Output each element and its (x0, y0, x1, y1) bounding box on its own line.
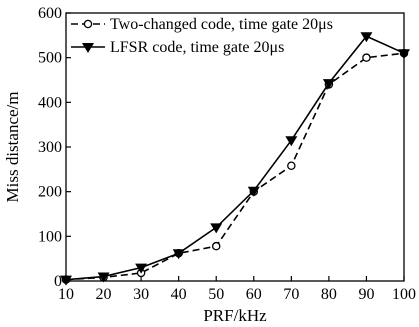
series-line (65, 52, 405, 281)
x-tick-label: 70 (283, 286, 299, 303)
data-point (362, 53, 371, 62)
data-point (247, 186, 260, 197)
y-tick-label: 0 (54, 273, 62, 290)
data-point (322, 79, 335, 90)
data-point (285, 136, 298, 147)
x-tick-label: 40 (171, 286, 187, 303)
y-tick-label: 100 (38, 228, 62, 245)
data-point (97, 272, 110, 283)
x-axis-ticks: 10 20 30 40 50 60 70 80 90 100 (58, 276, 416, 303)
x-tick-label: 60 (246, 286, 262, 303)
y-tick-label: 500 (38, 50, 62, 67)
x-tick-label: 30 (133, 286, 149, 303)
x-tick-label: 10 (58, 286, 74, 303)
legend-label-two-changed-code: Two-changed code, time gate 20μs (110, 16, 333, 33)
data-point (172, 249, 185, 260)
data-point (60, 275, 72, 286)
legend-marker (83, 19, 93, 29)
legend-marker-triangle-icon (82, 43, 94, 53)
x-axis-label: PRF/kHz (203, 306, 267, 325)
legend-marker-circle-icon (83, 19, 93, 29)
data-point (211, 241, 221, 251)
legend: Two-changed code, time gate 20μs LFSR co… (71, 16, 333, 56)
series-layer (60, 32, 410, 286)
x-tick-label: 80 (321, 286, 337, 303)
x-tick-label: 50 (208, 286, 224, 303)
data-point (287, 161, 296, 171)
data-point (360, 32, 373, 43)
legend-marker (82, 43, 94, 53)
legend-item-lfsr-code: LFSR code, time gate 20μs (71, 39, 284, 56)
y-tick-label: 200 (38, 184, 62, 201)
y-tick-label: 400 (38, 94, 62, 111)
y-tick-label: 300 (38, 139, 62, 156)
series-1 (60, 32, 410, 286)
y-axis-label: Miss distance/m (3, 92, 22, 203)
x-tick-label: 100 (392, 286, 416, 303)
series-0 (61, 48, 409, 284)
data-point (398, 49, 410, 60)
y-tick-label: 600 (38, 5, 62, 22)
legend-item-two-changed-code: Two-changed code, time gate 20μs (71, 16, 333, 33)
data-point (210, 223, 223, 234)
y-axis-ticks: 0 100 200 300 400 500 600 (38, 5, 71, 290)
series-line (65, 35, 405, 281)
x-tick-label: 20 (96, 286, 112, 303)
legend-label-lfsr-code: LFSR code, time gate 20μs (110, 39, 284, 56)
data-point (135, 263, 148, 274)
x-tick-label: 90 (358, 286, 374, 303)
